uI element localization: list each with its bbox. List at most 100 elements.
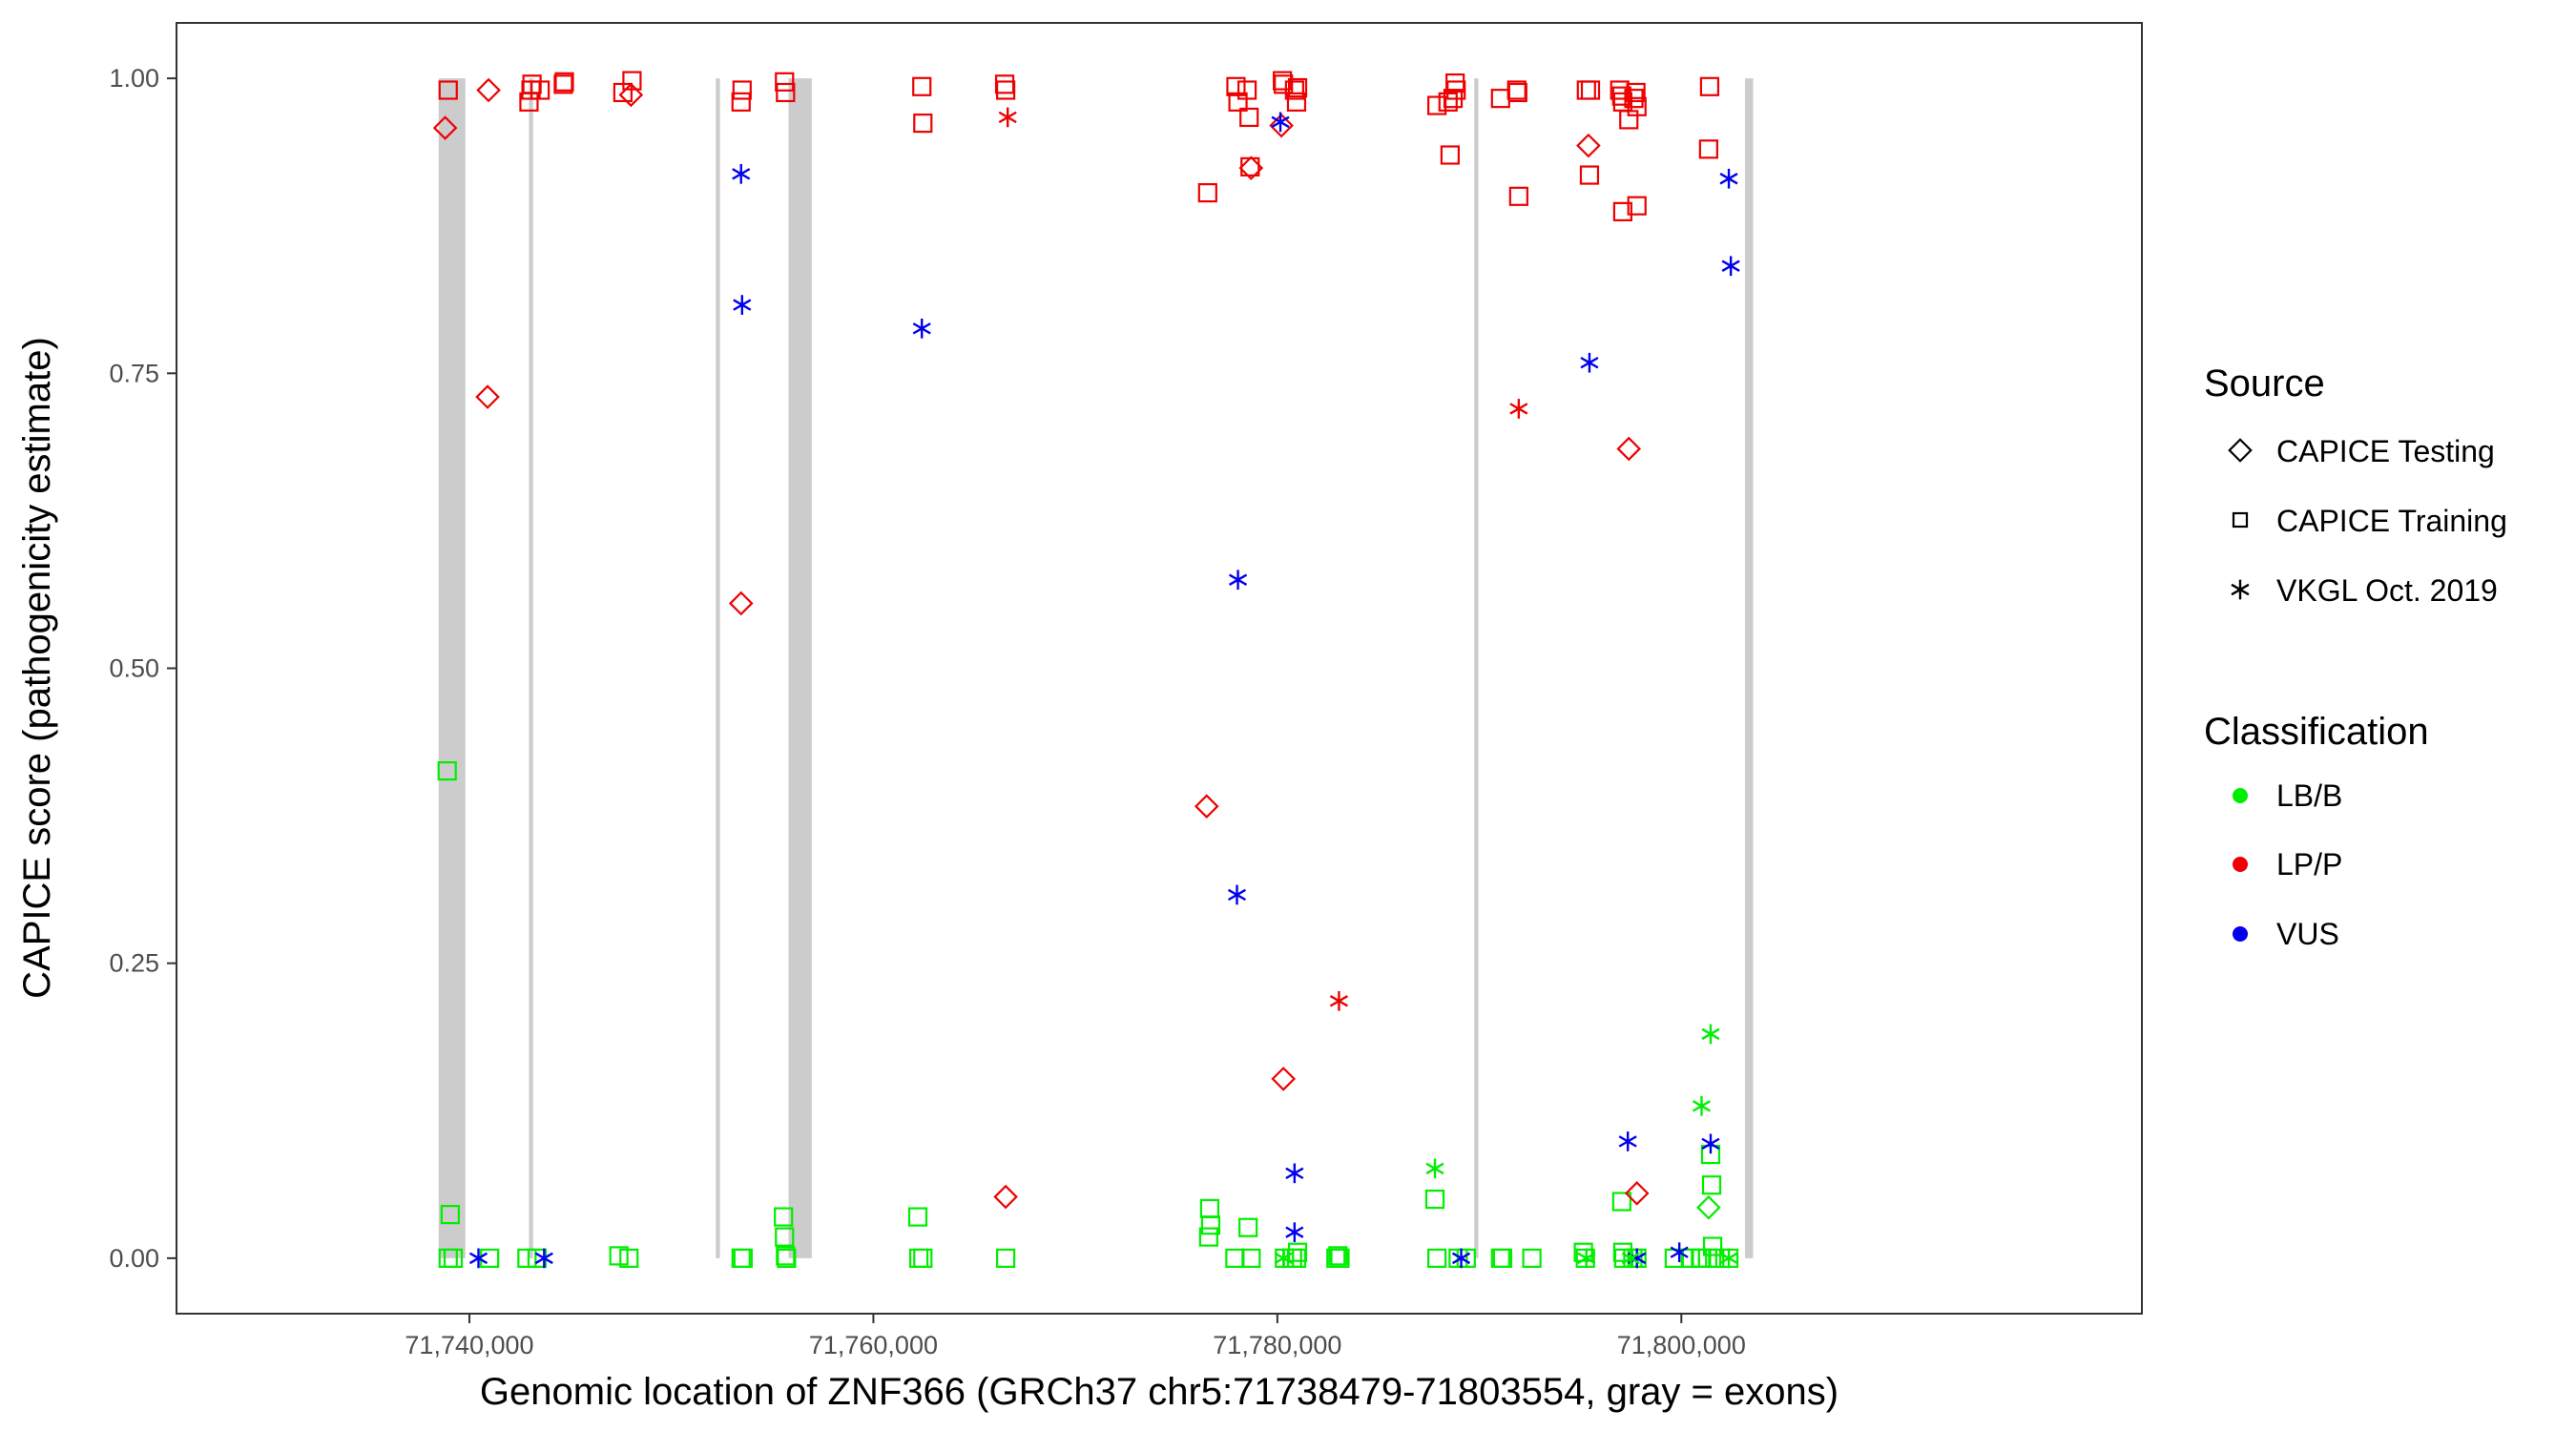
- legend-color-dot: [2233, 788, 2248, 803]
- data-point: [994, 74, 1015, 94]
- legend-source-label: CAPICE Testing: [2276, 434, 2495, 468]
- data-point: [480, 1248, 500, 1268]
- data-point: [1624, 1181, 1650, 1206]
- data-point: [998, 107, 1017, 128]
- data-point: [995, 80, 1016, 100]
- diamond-marker: [2228, 438, 2253, 463]
- asterisk-stroke: [1227, 888, 1247, 902]
- exon-band: [529, 78, 533, 1258]
- data-point: [1719, 168, 1738, 189]
- plot-panel-border: [176, 22, 2143, 1315]
- data-point: [1699, 76, 1720, 96]
- data-point: [1618, 1131, 1637, 1151]
- data-point: [1705, 1248, 1725, 1268]
- y-tick-label: 0.25: [109, 949, 159, 978]
- data-point: [1274, 1248, 1293, 1269]
- data-point: [1701, 1175, 1722, 1195]
- data-point: [1286, 1248, 1307, 1268]
- data-point: [1621, 1248, 1640, 1269]
- data-point: [534, 1248, 553, 1269]
- data-point: [1692, 1095, 1712, 1116]
- data-point: [1627, 96, 1647, 116]
- data-point: [1427, 1248, 1447, 1268]
- data-point: [1424, 1189, 1445, 1210]
- data-point: [1509, 399, 1528, 419]
- data-point: [1580, 352, 1599, 373]
- data-point: [1287, 1242, 1308, 1262]
- data-point: [1236, 80, 1257, 100]
- asterisk-stroke: [733, 299, 752, 311]
- data-point: [1269, 113, 1294, 138]
- y-axis-title: CAPICE score (pathogenicity estimate): [16, 337, 58, 999]
- asterisk-stroke: [1271, 115, 1290, 129]
- x-tick-label: 71,780,000: [1213, 1331, 1341, 1359]
- legend-classification-title: Classification: [2204, 711, 2429, 753]
- data-point: [1701, 1024, 1720, 1045]
- data-point: [1611, 1192, 1631, 1212]
- asterisk-stroke: [732, 168, 751, 180]
- legend-class-item: LB/B: [2233, 778, 2342, 813]
- y-axis: 0.00 0.25 0.50 0.75 1.00: [109, 64, 177, 1273]
- data-point: [517, 1248, 537, 1268]
- data-point: [1440, 145, 1460, 165]
- data-point: [1579, 165, 1600, 185]
- asterisk-stroke: [1274, 1252, 1293, 1265]
- data-point: [1576, 80, 1596, 100]
- data-point: [1225, 1248, 1245, 1268]
- legend-class-item: VUS: [2233, 917, 2339, 951]
- data-point: [995, 1248, 1016, 1268]
- data-point: [1271, 112, 1290, 133]
- data-point: [1719, 1248, 1738, 1269]
- asterisk-stroke: [1329, 995, 1348, 1007]
- data-point: [1285, 1222, 1304, 1243]
- data-point: [1194, 794, 1219, 819]
- data-point: [1626, 82, 1646, 103]
- y-tick-label: 0.50: [109, 654, 159, 683]
- data-point: [1285, 1163, 1304, 1184]
- asterisk-stroke: [912, 322, 931, 335]
- data-point: [1226, 76, 1246, 96]
- data-point: [1703, 1236, 1723, 1256]
- data-point: [993, 1184, 1018, 1210]
- data-point: [1697, 1248, 1717, 1268]
- legend-source-title: Source: [2204, 363, 2325, 404]
- data-point: [1197, 182, 1217, 203]
- data-point: [1490, 89, 1510, 109]
- data-point: [1612, 201, 1632, 221]
- x-axis-title: Genomic location of ZNF366 (GRCh37 chr5:…: [480, 1371, 1839, 1413]
- asterisk-stroke: [1451, 1252, 1471, 1265]
- data-point: [774, 1207, 794, 1227]
- asterisk-stroke: [1670, 1246, 1689, 1258]
- data-point: [777, 1248, 797, 1268]
- legend-color-dot: [2233, 926, 2248, 942]
- data-point: [732, 163, 751, 184]
- asterisk-stroke: [1621, 1252, 1640, 1265]
- data-point: [609, 1246, 629, 1266]
- data-point: [1698, 139, 1718, 159]
- data-point: [733, 295, 752, 315]
- exon-band: [1744, 78, 1754, 1258]
- data-point: [1200, 1215, 1221, 1235]
- y-tick-label: 0.75: [109, 359, 159, 387]
- data-point: [1507, 82, 1527, 103]
- legend-source-label: CAPICE Training: [2276, 504, 2507, 538]
- data-point: [619, 1248, 639, 1268]
- data-point: [731, 92, 751, 112]
- x-tick-label: 71,740,000: [405, 1331, 533, 1359]
- data-point: [1330, 1248, 1350, 1268]
- data-point: [1616, 436, 1642, 462]
- legend-asterisk-key: [2231, 579, 2250, 600]
- y-tick-label: 0.00: [109, 1244, 159, 1273]
- exon-band: [788, 78, 812, 1258]
- asterisk-stroke: [1229, 573, 1248, 586]
- data-point: [1229, 570, 1248, 591]
- data-point: [1701, 1133, 1720, 1154]
- exon-band: [716, 78, 720, 1258]
- exon-bands: [438, 78, 1754, 1258]
- asterisk-stroke: [1618, 1135, 1637, 1148]
- data-point: [732, 80, 752, 100]
- data-point: [1522, 1248, 1542, 1268]
- data-point: [437, 760, 457, 781]
- asterisk-stroke: [1721, 259, 1740, 272]
